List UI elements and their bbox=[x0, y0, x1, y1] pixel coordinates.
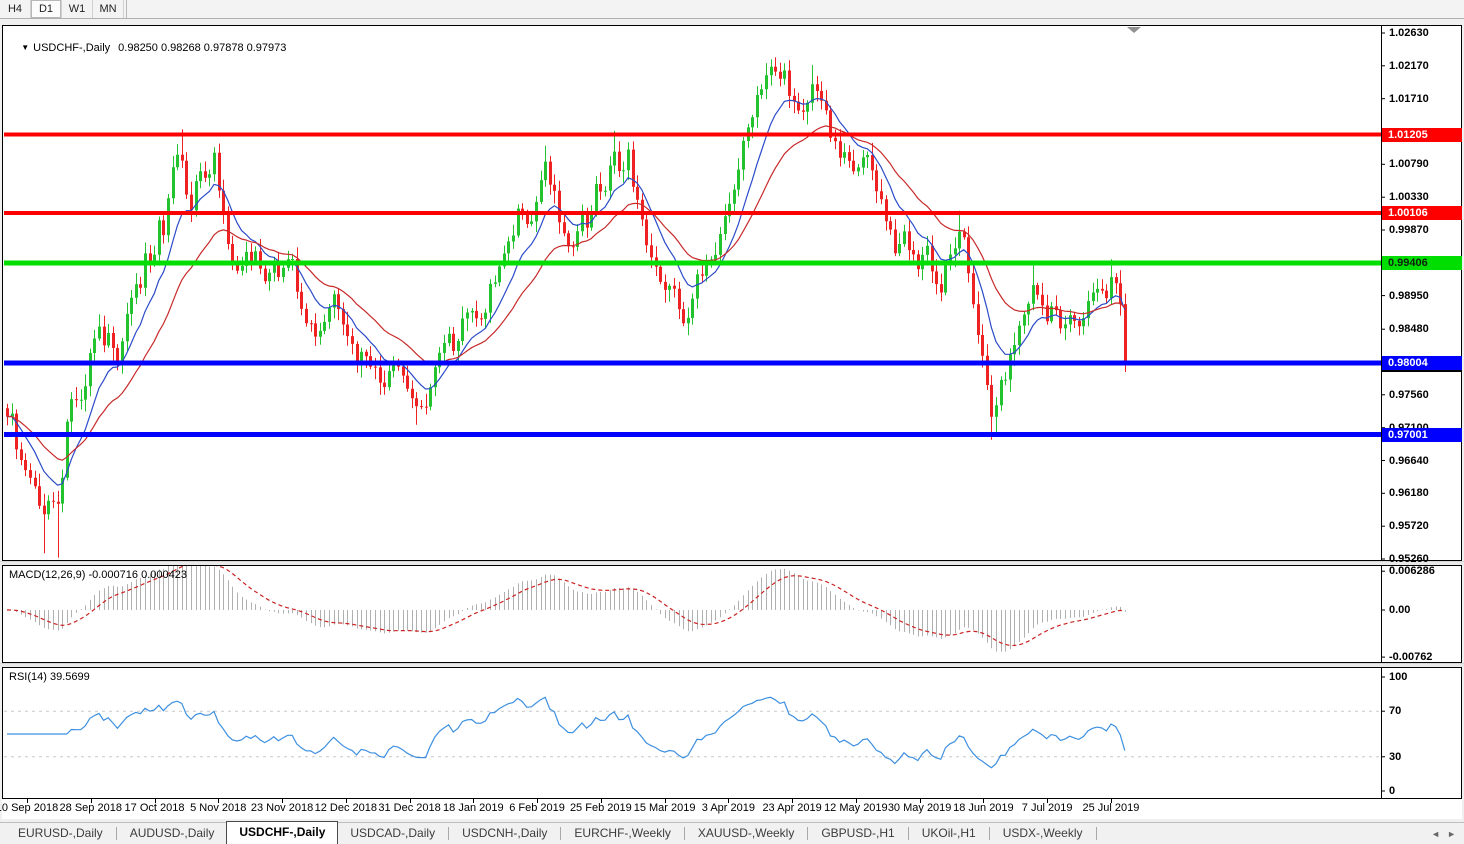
time-tick-label: 5 Nov 2018 bbox=[190, 802, 247, 814]
tab-separator bbox=[1095, 827, 1097, 840]
time-tick-label: 31 Dec 2018 bbox=[378, 802, 441, 814]
chart-tab-usdx[interactable]: USDX-,Weekly bbox=[1002, 826, 1083, 840]
chart-tab-usdcad[interactable]: USDCAD-,Daily bbox=[350, 826, 436, 840]
rsi-label: RSI(14) 39.5699 bbox=[9, 671, 90, 683]
time-tick bbox=[1110, 799, 1112, 803]
chart-tab-usdcnh[interactable]: USDCNH-,Daily bbox=[462, 826, 548, 840]
chart-tab-eurusd[interactable]: EURUSD-,Daily bbox=[18, 826, 103, 840]
time-tick-label: 12 Dec 2018 bbox=[314, 802, 377, 814]
time-tick-label: 7 Jul 2019 bbox=[1021, 802, 1073, 814]
time-tick bbox=[600, 799, 602, 803]
chart-symbol-period: USDCHF-,Daily bbox=[33, 42, 111, 54]
time-tick-label: 3 Apr 2019 bbox=[701, 802, 755, 814]
time-tick bbox=[345, 799, 347, 803]
time-tick-label: 15 Mar 2019 bbox=[633, 802, 696, 814]
time-tick bbox=[409, 799, 411, 803]
horizontal-level-line bbox=[4, 132, 1381, 137]
time-tick bbox=[218, 799, 220, 803]
time-tick bbox=[282, 799, 284, 803]
time-tick bbox=[27, 799, 28, 803]
time-tick bbox=[792, 799, 794, 803]
time-tick-label: 25 Feb 2019 bbox=[569, 802, 632, 814]
horizontal-level-line bbox=[4, 260, 1381, 266]
tab-separator bbox=[988, 827, 990, 840]
symbol-dropdown-icon[interactable]: ▼ bbox=[21, 43, 30, 52]
time-tick bbox=[473, 799, 475, 803]
pane-splitter[interactable] bbox=[0, 561, 1464, 565]
chart-ohlc-values: 0.98250 0.98268 0.97878 0.97973 bbox=[118, 42, 287, 54]
time-tick bbox=[855, 799, 857, 803]
time-tick bbox=[919, 799, 921, 803]
timeframe-button-mn[interactable]: MN bbox=[93, 0, 124, 18]
time-tick-label: 23 Apr 2019 bbox=[762, 802, 822, 814]
time-tick bbox=[537, 799, 539, 803]
toolbar-separator bbox=[124, 0, 127, 18]
price-chart-pane[interactable]: ▼ USDCHF-,Daily 0.98250 0.98268 0.97878 0.… bbox=[2, 25, 1462, 561]
macd-signal-line bbox=[7, 566, 1125, 647]
horizontal-level-line bbox=[4, 360, 1381, 366]
timeframe-button-d1[interactable]: D1 bbox=[31, 0, 62, 18]
tab-separator bbox=[115, 827, 117, 840]
chart-tabbar: EURUSD-,Daily AUDUSD-,Daily USDCHF-,Daily U… bbox=[0, 821, 1464, 844]
time-tick-label: 30 May 2019 bbox=[887, 802, 952, 814]
time-axis[interactable]: 10 Sep 2018 28 Sep 2018 17 Oct 2018 5 Nov 2… bbox=[0, 799, 1462, 819]
macd-pane[interactable]: MACD(12,26,9) -0.000716 0.000423 bbox=[2, 565, 1462, 663]
horizontal-level-line bbox=[4, 432, 1381, 438]
chart-tab-ukoil[interactable]: UKOil-,H1 bbox=[921, 826, 976, 840]
time-tick-label: 18 Jan 2019 bbox=[443, 802, 504, 814]
chart-tab-eurchf[interactable]: EURCHF-,Weekly bbox=[574, 826, 671, 840]
tab-scroll-right-icon[interactable]: ► bbox=[1447, 829, 1456, 839]
time-tick bbox=[1047, 799, 1049, 803]
chart-tab-usdchf[interactable]: USDCHF-,Daily bbox=[226, 821, 339, 844]
tab-separator bbox=[560, 827, 562, 840]
macd-label: MACD(12,26,9) -0.000716 0.000423 bbox=[9, 569, 187, 581]
tab-separator bbox=[448, 827, 450, 840]
rsi-pane[interactable]: RSI(14) 39.5699 bbox=[2, 667, 1462, 799]
chart-title: ▼ USDCHF-,Daily 0.98250 0.98268 0.97878 0.… bbox=[9, 30, 286, 66]
time-tick bbox=[664, 799, 666, 803]
time-tick-label: 25 Jul 2019 bbox=[1082, 802, 1140, 814]
time-tick-label: 6 Feb 2019 bbox=[509, 802, 565, 814]
bear-candle-wicks bbox=[7, 57, 1126, 558]
tab-separator bbox=[683, 827, 685, 840]
macd-histogram bbox=[12, 566, 1126, 652]
chart-tab-xauusd[interactable]: XAUUSD-,Weekly bbox=[697, 826, 795, 840]
timeframe-button-w1[interactable]: W1 bbox=[62, 0, 93, 18]
time-tick-label: 12 May 2019 bbox=[824, 802, 888, 814]
time-tick-label: 28 Sep 2018 bbox=[59, 802, 122, 814]
timeframe-button-h4[interactable]: H4 bbox=[0, 0, 31, 18]
tab-separator bbox=[807, 827, 809, 840]
chart-shift-marker-icon bbox=[1127, 27, 1141, 33]
chart-tab-gbpusd[interactable]: GBPUSD-,H1 bbox=[821, 826, 895, 840]
time-tick bbox=[90, 799, 92, 803]
chart-tab-audusd[interactable]: AUDUSD-,Daily bbox=[129, 826, 215, 840]
tab-separator bbox=[907, 827, 909, 840]
time-tick-label: 18 Jun 2019 bbox=[953, 802, 1014, 814]
tab-scroll-left-icon[interactable]: ◄ bbox=[1431, 829, 1441, 839]
time-tick bbox=[728, 799, 730, 803]
time-tick-label: 17 Oct 2018 bbox=[124, 802, 185, 814]
pane-splitter[interactable] bbox=[0, 663, 1464, 667]
time-tick-label: 10 Sep 2018 bbox=[0, 802, 59, 814]
time-tick bbox=[154, 799, 156, 803]
rsi-line bbox=[7, 696, 1126, 769]
time-tick bbox=[983, 799, 985, 803]
ma-fast-line bbox=[6, 97, 1126, 486]
horizontal-level-line bbox=[4, 211, 1381, 216]
time-tick-label: 23 Nov 2018 bbox=[250, 802, 314, 814]
timeframe-toolbar: H4 D1 W1 MN bbox=[0, 0, 1464, 19]
